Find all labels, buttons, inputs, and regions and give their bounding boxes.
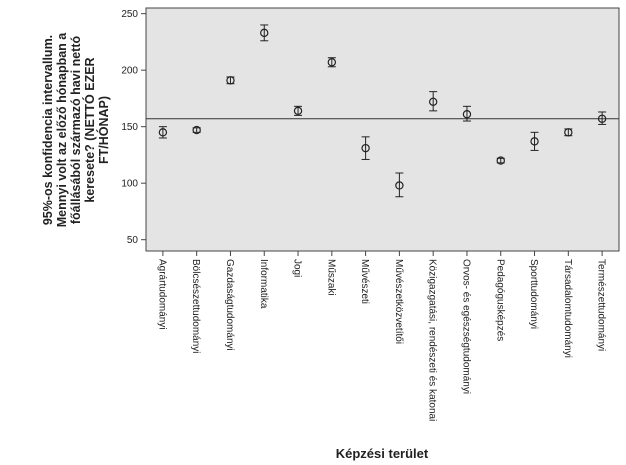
mean-point (158, 128, 168, 137)
mean-point (428, 97, 438, 107)
error-bar (327, 57, 337, 68)
y-axis: 50 100 150 200 250 (121, 9, 146, 246)
y-axis-title-line: 95%-os konfidencia intervallum. (41, 35, 55, 225)
error-bar (260, 24, 269, 42)
x-tick-label: Közigazgatási, rendészeti és katonai (427, 259, 438, 421)
x-tick-label: Jogi (292, 259, 303, 277)
y-axis-title-line: Mennyi volt az előző hónapban a (55, 32, 69, 228)
x-tick-label: Informatika (258, 259, 269, 309)
error-bar (395, 172, 404, 198)
error-bar (428, 91, 438, 112)
mean-point (293, 106, 303, 116)
x-tick-label: Művészetközvetítői (393, 259, 404, 344)
x-tick-label: Gazdaságtudományi (224, 259, 235, 351)
plot-area (145, 7, 620, 252)
x-tick-label: Műszaki (325, 259, 336, 296)
x-tick-label: Természettudományi (596, 259, 607, 351)
mean-point (496, 156, 505, 165)
x-tick-label: Sporttudományi (528, 259, 539, 329)
series-marks (158, 24, 607, 198)
mean-point (530, 137, 539, 146)
x-axis-title: Képzési terület (336, 446, 429, 461)
mean-point (361, 143, 370, 153)
mean-point (395, 181, 404, 190)
error-bar (564, 128, 573, 137)
error-bar (361, 136, 370, 160)
x-tick-label: Társadalomtudományi (562, 259, 573, 358)
y-tick-label: 50 (127, 235, 139, 246)
mean-point (597, 114, 607, 123)
x-axis: Agrártudományi Bölcsészettudományi Gazdasá… (156, 251, 607, 421)
y-tick-label: 200 (121, 66, 138, 77)
y-tick-label: 150 (121, 122, 138, 133)
x-tick-label: Orvos- és egészségtudományi (460, 259, 471, 394)
error-bar (226, 76, 235, 85)
y-axis-title-line: főállásából származó havi nettó (69, 36, 83, 225)
error-bar (496, 156, 505, 165)
error-bar (530, 131, 539, 151)
mean-point (192, 125, 201, 135)
x-tick-label: Pedagógusképzés (494, 259, 505, 341)
y-tick-label: 250 (121, 9, 138, 20)
error-bar (192, 125, 201, 135)
error-bar (597, 111, 607, 125)
y-axis-title-line: keresete? (NETTÓ EZER (82, 57, 97, 202)
y-axis-title-line: FT/HÓNAP) (96, 96, 111, 164)
mean-point (260, 28, 269, 38)
error-bar (293, 105, 303, 116)
error-bar (462, 105, 472, 122)
y-tick-label: 100 (121, 179, 138, 190)
x-tick-label: Agrártudományi (156, 259, 167, 330)
mean-point (564, 128, 573, 137)
error-bar (158, 126, 168, 139)
mean-point (462, 110, 472, 119)
y-axis-title: 95%-os konfidencia intervallum. Mennyi vo… (41, 32, 111, 228)
mean-point (226, 76, 235, 85)
x-tick-label: Bölcsészettudományi (190, 259, 201, 354)
x-tick-label: Művészeti (359, 259, 370, 304)
mean-point (327, 58, 337, 67)
